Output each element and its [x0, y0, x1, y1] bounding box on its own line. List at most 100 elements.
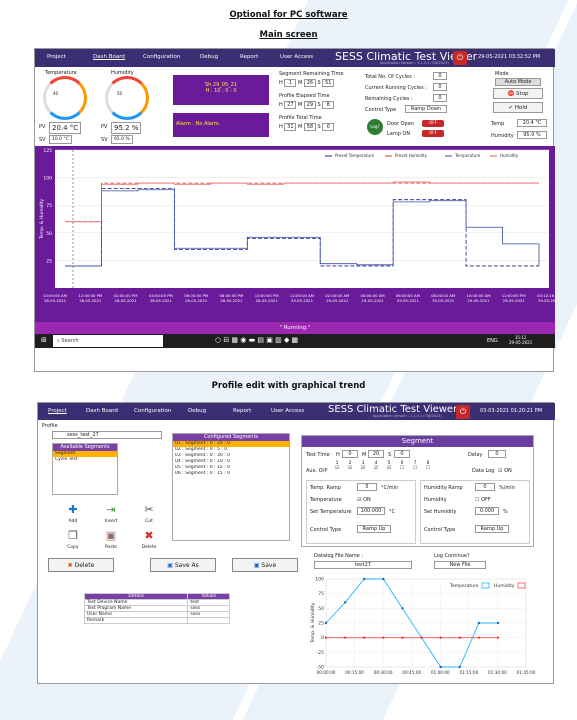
menu-project[interactable]: Project — [47, 54, 66, 60]
menu-user-access[interactable]: User Access — [271, 408, 305, 414]
menu-configuration[interactable]: Configuration — [143, 54, 181, 60]
power-icon[interactable]: ⏻ — [453, 51, 467, 65]
pv-label: PV — [101, 124, 108, 130]
delete-item-button[interactable]: ✖ Delete — [134, 529, 164, 550]
control-type-select[interactable]: Ramp Down — [405, 105, 447, 113]
remaining-cycles-value: 0 — [433, 94, 447, 102]
list-item[interactable]: 04 : Segment : 0 : 10 : 0 — [175, 459, 230, 464]
taskbar-search[interactable]: ⌕ Search — [53, 335, 163, 347]
aux-checkbox-5[interactable]: 5 ☑ — [384, 461, 394, 471]
mode-select[interactable]: Auto Mode — [495, 78, 541, 86]
available-segments-header: Available Segments — [53, 444, 117, 451]
test-time-seconds[interactable]: 0 — [394, 450, 410, 458]
aux-checkbox-1[interactable]: 1 ☑ — [332, 461, 342, 471]
add-button[interactable]: ✚ Add — [58, 503, 88, 524]
control-type-select[interactable]: Ramp Up — [475, 525, 509, 533]
door-toggle[interactable]: OFF — [422, 120, 444, 127]
cut-button[interactable]: ✂ Cut — [134, 503, 164, 524]
legend-label: Temperature — [449, 583, 479, 589]
list-item[interactable]: 05 : Segment : 0 : 15 : 0 — [175, 465, 230, 470]
save-button[interactable]: ▣ Save — [232, 558, 298, 572]
list-item[interactable]: 06 : Segment : 0 : 15 : 0 — [175, 471, 230, 476]
list-item[interactable]: 03 : Segment : 0 : 30 : 0 — [175, 453, 230, 458]
datalog-file-field[interactable]: test27 — [314, 561, 412, 569]
paste-button[interactable]: ▣ Paste — [96, 529, 126, 550]
set-humidity-unit: % — [503, 509, 508, 515]
data-point — [439, 636, 442, 639]
set-temperature-field[interactable]: 100.000 — [357, 507, 385, 515]
hum-ramp-field[interactable]: 0 — [475, 483, 495, 491]
log-continue-select[interactable]: New File — [434, 561, 486, 569]
list-item[interactable]: Segment — [53, 451, 117, 457]
aux-checkbox-2[interactable]: 2 ☑ — [345, 461, 355, 471]
menu-report[interactable]: Report — [233, 408, 252, 414]
aux-checkbox-6[interactable]: 6 ☐ — [397, 461, 407, 471]
control-type-select[interactable]: Ramp Up — [357, 525, 391, 533]
set-humidity-label: Set Humidity — [424, 509, 457, 515]
aux-checkbox-7[interactable]: 7 ☐ — [410, 461, 420, 471]
minutes-field: 26 — [303, 79, 316, 87]
details-table: Details Values Test Device Name test Test … — [83, 593, 230, 624]
test-time-hours[interactable]: 0 — [342, 450, 358, 458]
test-time-minutes[interactable]: 20 — [368, 450, 384, 458]
insert-button[interactable]: ⇥ Insert — [96, 503, 126, 524]
list-item[interactable]: 01 : Segment : 0 : 20 : 0 — [173, 441, 289, 447]
m-label: M — [362, 452, 367, 458]
configured-segments-header: Configured Segments — [173, 434, 289, 441]
alarm-panel: Alarm : No Alarm. — [173, 113, 269, 137]
menu-debug[interactable]: Debug — [188, 408, 207, 414]
temp-ramp-field[interactable]: 5 — [357, 483, 377, 491]
delay-field[interactable]: 0 — [488, 450, 506, 458]
data-log-checkbox[interactable]: ☑ ON — [498, 468, 512, 474]
x-tick-label: 01:15:00 — [459, 670, 478, 675]
time-info-line1: Sh 29_05_21 — [204, 82, 238, 88]
x-tick-label: 01:45:00 — [517, 670, 536, 675]
remaining-cycles-label: Remaining Cycles : — [365, 96, 413, 102]
delay-label: Delay — [468, 452, 483, 458]
detail-key: Remark — [83, 617, 189, 624]
lamp-toggle[interactable]: OFF — [422, 130, 444, 137]
power-icon[interactable]: ⏻ — [456, 405, 470, 419]
series-line-2 — [65, 189, 540, 267]
taskbar-apps-icon[interactable]: ○ ⊟ ▦ ◉ ▬ ▤ ▣ ▥ ◆ ▩ — [215, 336, 299, 344]
set-humidity-field[interactable]: 0.000 — [475, 507, 499, 515]
stop-button[interactable]: ⛔ Stop — [493, 88, 543, 99]
aux-checkbox-3[interactable]: 3 ☑ — [358, 461, 368, 471]
save-icon: ▣ — [253, 562, 260, 569]
temperature-checkbox[interactable]: ☑ ON — [357, 497, 371, 503]
y-axis-label: Temp. & Humidity — [39, 198, 45, 240]
taskbar: ⊞ ⌕ Search ○ ⊟ ▦ ◉ ▬ ▤ ▣ ▥ ◆ ▩ ENG 15:12… — [35, 334, 555, 348]
menu-dashboard[interactable]: Dash Board — [86, 408, 118, 414]
checkbox-icon: ☑ — [334, 466, 340, 471]
log-indicator[interactable]: Log? — [367, 119, 383, 135]
profile-select[interactable]: sess_test_27 — [52, 431, 162, 439]
menu-user-access[interactable]: User Access — [280, 54, 314, 60]
list-item[interactable]: Cycle Test — [55, 457, 78, 462]
data-point — [363, 636, 366, 639]
save-as-button[interactable]: ▣ Save As — [150, 558, 216, 572]
h-label: H — [279, 80, 283, 86]
menu-configuration[interactable]: Configuration — [134, 408, 172, 414]
section-heading: Profile edit with graphical trend — [211, 381, 366, 391]
hold-label: Hold — [514, 105, 528, 111]
delete-profile-button[interactable]: ✖ Delete — [48, 558, 114, 572]
menu-project[interactable]: Project — [48, 408, 67, 414]
list-item[interactable]: 02 : Segment : 0 : 5 : 0 — [175, 447, 228, 452]
aux-checkbox-4[interactable]: 4 ☑ — [371, 461, 381, 471]
menu-debug[interactable]: Debug — [200, 54, 219, 60]
section-heading: Optional for PC software — [229, 10, 348, 20]
menu-report[interactable]: Report — [240, 54, 259, 60]
x-tick-date: 28-05-2021 — [185, 298, 208, 303]
windows-icon[interactable]: ⊞ — [41, 336, 47, 344]
menu-dashboard[interactable]: Dash Board — [93, 54, 125, 60]
table-row[interactable]: Remark — [83, 617, 230, 624]
humidity-label: Humidity — [111, 70, 134, 76]
data-point — [439, 665, 442, 669]
hold-button[interactable]: ✔ Hold — [493, 102, 543, 113]
data-point — [458, 636, 461, 639]
aux-checkbox-8[interactable]: 8 ☐ — [423, 461, 433, 471]
data-point — [343, 601, 347, 604]
sv-label: SV — [39, 137, 46, 143]
humidity-checkbox[interactable]: ☐ OFF — [475, 497, 491, 503]
copy-button[interactable]: ❐ Copy — [58, 529, 88, 550]
